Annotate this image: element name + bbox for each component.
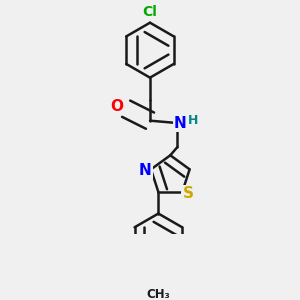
Text: O: O — [110, 99, 124, 114]
Text: N: N — [139, 163, 152, 178]
Text: S: S — [183, 186, 194, 201]
Text: N: N — [174, 116, 187, 130]
Text: CH₃: CH₃ — [146, 288, 170, 300]
Text: Cl: Cl — [142, 5, 158, 19]
Text: H: H — [188, 114, 198, 127]
